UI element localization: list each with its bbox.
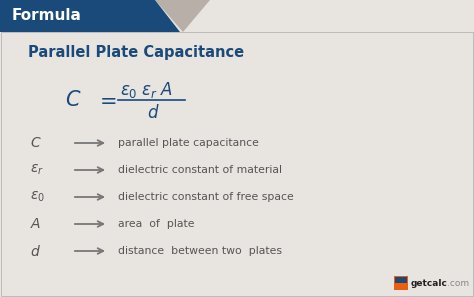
- Text: $\mathit{d}$: $\mathit{d}$: [147, 104, 160, 122]
- Text: area  of  plate: area of plate: [118, 219, 194, 229]
- Text: $\mathit{A}$: $\mathit{A}$: [30, 217, 41, 231]
- Text: $\varepsilon_r$: $\varepsilon_r$: [30, 163, 44, 177]
- FancyBboxPatch shape: [394, 276, 408, 290]
- Text: distance  between two  plates: distance between two plates: [118, 246, 282, 256]
- Text: Formula: Formula: [12, 9, 82, 23]
- FancyBboxPatch shape: [395, 277, 407, 283]
- Text: $=$: $=$: [95, 90, 117, 110]
- Text: $\mathit{C}$: $\mathit{C}$: [65, 90, 82, 110]
- Text: $\mathit{d}$: $\mathit{d}$: [30, 244, 41, 258]
- Polygon shape: [0, 0, 180, 32]
- Text: $\varepsilon_0\;\varepsilon_r\;A$: $\varepsilon_0\;\varepsilon_r\;A$: [120, 80, 173, 100]
- Text: Parallel Plate Capacitance: Parallel Plate Capacitance: [28, 45, 244, 59]
- Text: $\varepsilon_0$: $\varepsilon_0$: [30, 190, 45, 204]
- Text: $\mathit{C}$: $\mathit{C}$: [30, 136, 42, 150]
- Text: dielectric constant of free space: dielectric constant of free space: [118, 192, 294, 202]
- Text: .com: .com: [447, 279, 469, 287]
- Text: dielectric constant of material: dielectric constant of material: [118, 165, 282, 175]
- Text: getcalc: getcalc: [411, 279, 448, 287]
- Text: parallel plate capacitance: parallel plate capacitance: [118, 138, 259, 148]
- Polygon shape: [155, 0, 210, 32]
